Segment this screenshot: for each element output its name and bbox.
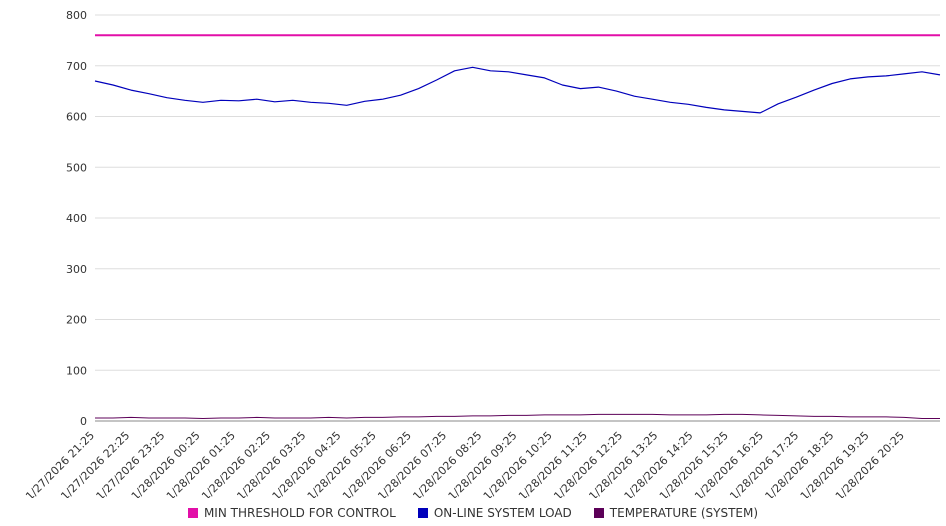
y-tick-label: 700 bbox=[66, 60, 87, 73]
y-tick-label: 400 bbox=[66, 212, 87, 225]
legend-swatch-system-load bbox=[417, 508, 428, 518]
y-tick-label: 800 bbox=[66, 9, 87, 22]
y-tick-label: 100 bbox=[66, 364, 87, 377]
y-tick-label: 0 bbox=[80, 415, 87, 428]
chart-legend: MIN THRESHOLD FOR CONTROL ON-LINE SYSTEM… bbox=[0, 506, 946, 520]
legend-item-min-threshold: MIN THRESHOLD FOR CONTROL bbox=[187, 506, 396, 520]
legend-item-temperature: TEMPERATURE (SYSTEM) bbox=[593, 506, 759, 520]
legend-swatch-temperature bbox=[593, 508, 604, 518]
x-tick-label: 1/27/2026 21:25 bbox=[23, 429, 97, 498]
y-tick-label: 600 bbox=[66, 111, 87, 124]
series-line bbox=[95, 413, 940, 419]
legend-label-temperature: TEMPERATURE (SYSTEM) bbox=[609, 506, 759, 520]
y-tick-label: 500 bbox=[66, 161, 87, 174]
series-line bbox=[94, 66, 941, 114]
y-tick-label: 300 bbox=[66, 263, 87, 276]
legend-item-system-load: ON-LINE SYSTEM LOAD bbox=[417, 506, 572, 520]
chart-svg: 0 100 200 300 400 500 600 700 800 1/27/2026 21:25… bbox=[23, 9, 941, 498]
y-tick-label: 200 bbox=[66, 314, 87, 327]
legend-label-system-load: ON-LINE SYSTEM LOAD bbox=[433, 506, 572, 520]
legend-label-min-threshold: MIN THRESHOLD FOR CONTROL bbox=[203, 506, 396, 520]
legend-swatch-min-threshold bbox=[187, 508, 198, 518]
